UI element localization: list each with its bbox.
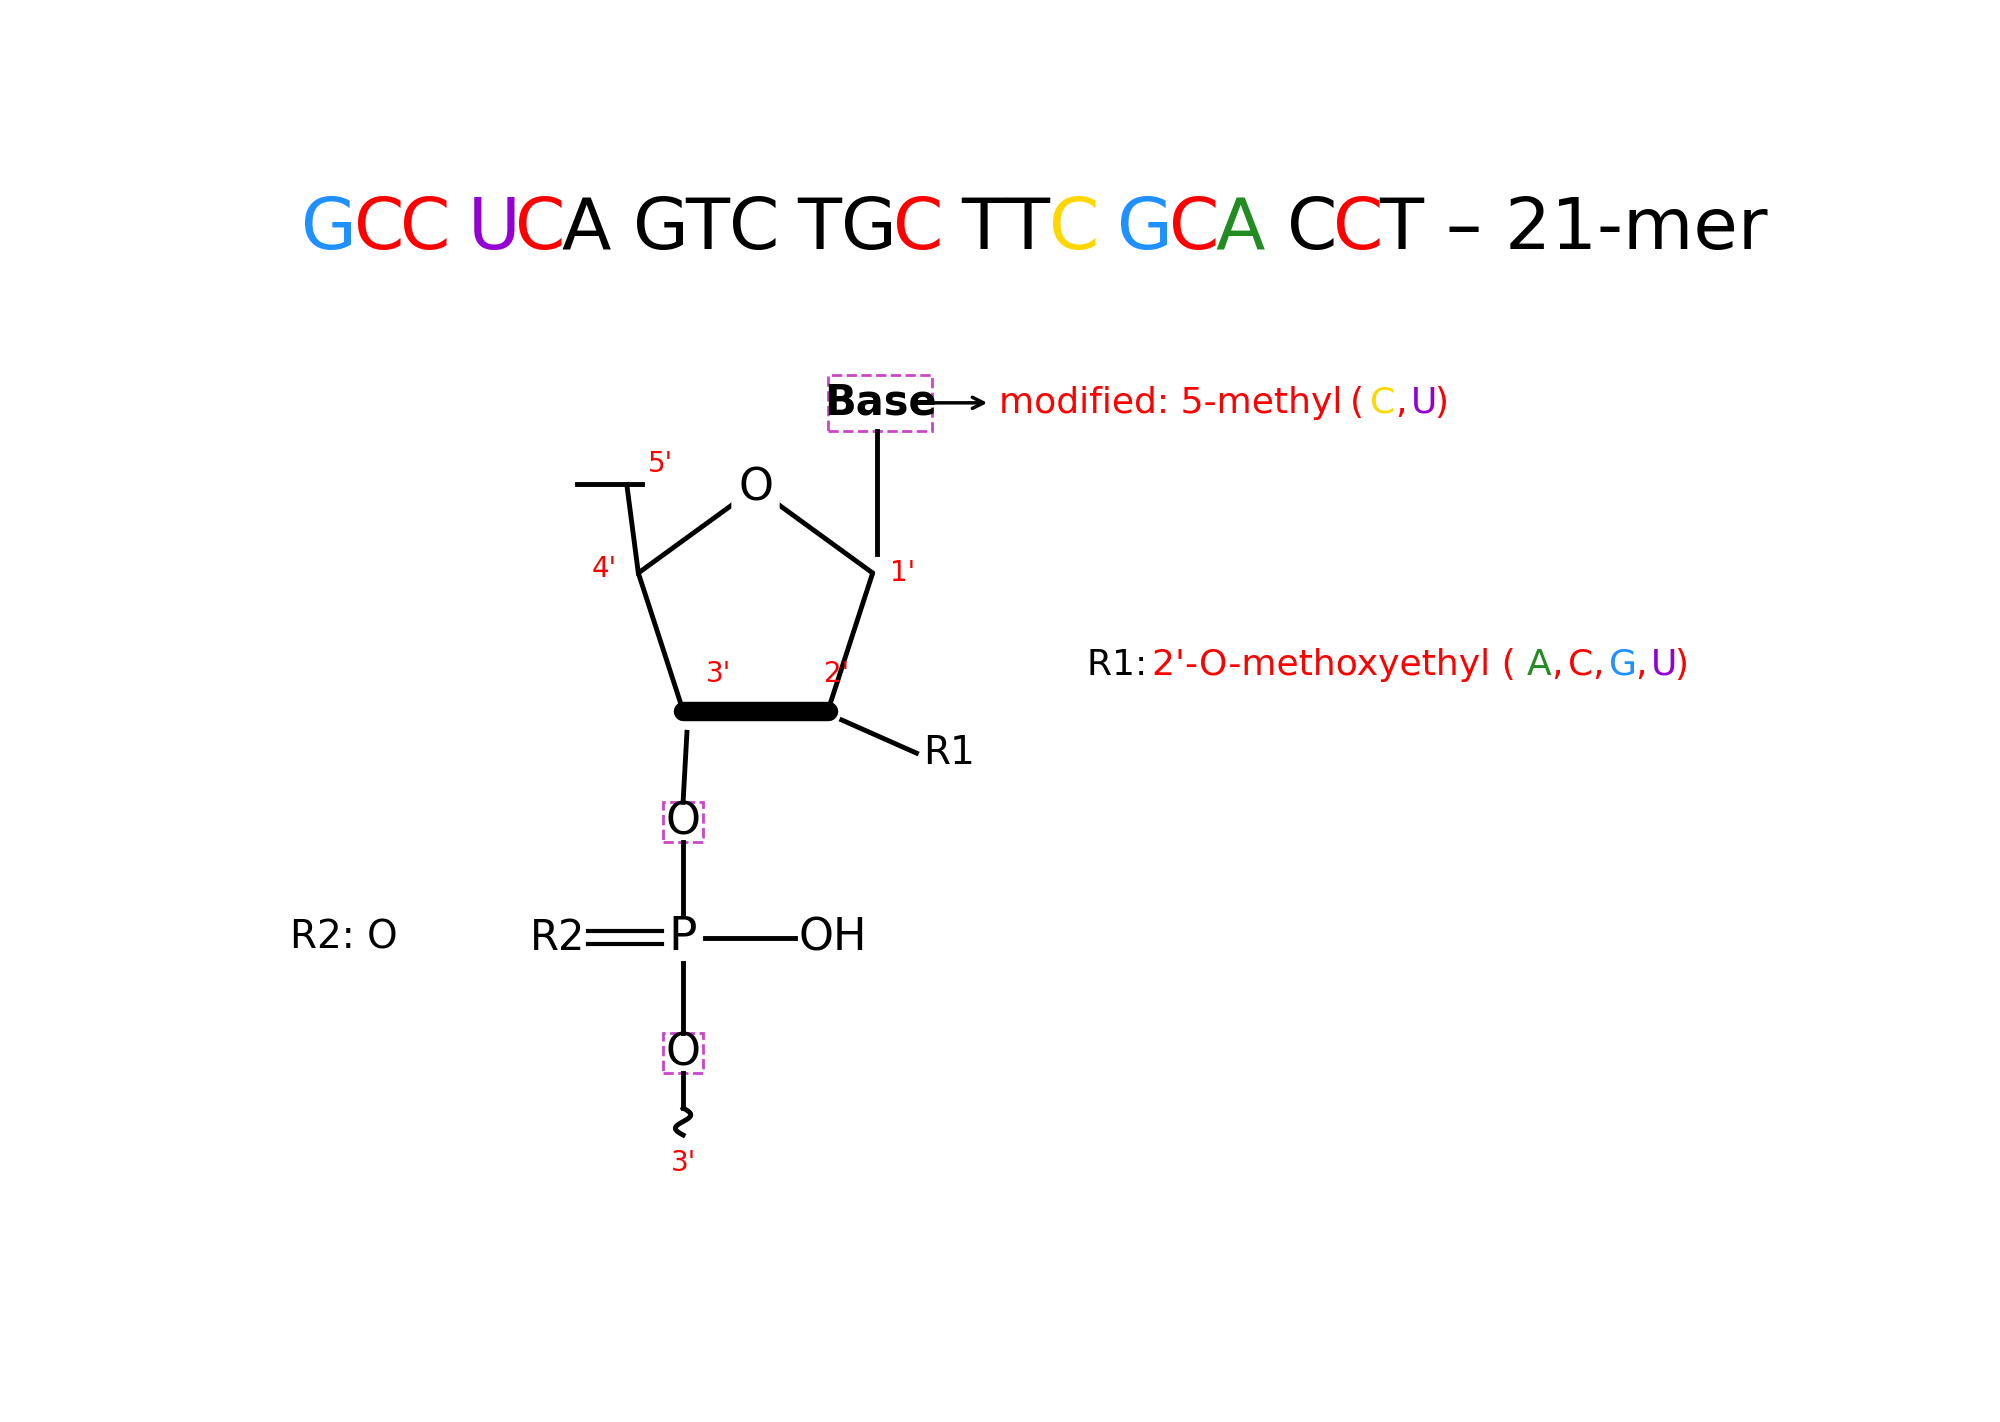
Text: U: U: [468, 195, 520, 264]
Text: ,: ,: [1592, 648, 1604, 683]
Text: G: G: [302, 195, 358, 264]
Text: 3': 3': [706, 660, 732, 688]
Text: 1': 1': [890, 559, 914, 587]
Text: 4': 4': [592, 555, 616, 583]
Text: C: C: [354, 195, 404, 264]
Text: G: G: [1116, 195, 1172, 264]
Text: C: C: [730, 195, 780, 264]
Text: 2': 2': [824, 660, 850, 688]
Text: modified: 5-methyl: modified: 5-methyl: [1000, 385, 1354, 419]
Text: ,: ,: [1634, 648, 1646, 683]
Text: U: U: [1412, 385, 1438, 419]
Text: ): ): [1434, 385, 1448, 419]
Text: C: C: [1332, 195, 1384, 264]
Text: U: U: [1652, 648, 1678, 683]
Text: C: C: [894, 195, 944, 264]
Text: A: A: [562, 195, 610, 264]
FancyBboxPatch shape: [664, 802, 704, 842]
Text: T: T: [1004, 195, 1048, 264]
Text: R1:: R1:: [1086, 648, 1158, 683]
Text: O: O: [666, 801, 700, 843]
Text: ,: ,: [1552, 648, 1564, 683]
Text: C: C: [1048, 195, 1100, 264]
Text: C: C: [516, 195, 566, 264]
FancyBboxPatch shape: [664, 1034, 704, 1074]
Text: O: O: [738, 466, 774, 509]
FancyBboxPatch shape: [828, 375, 932, 431]
Text: O: O: [666, 1032, 700, 1075]
Text: C: C: [1370, 385, 1396, 419]
Text: C: C: [1286, 195, 1338, 264]
Text: 2'-O-methoxyethyl (: 2'-O-methoxyethyl (: [1152, 648, 1516, 683]
Text: – 21-mer: – 21-mer: [1424, 195, 1768, 264]
Text: ,: ,: [1396, 385, 1406, 419]
Text: G: G: [1608, 648, 1636, 683]
Text: A: A: [1528, 648, 1552, 683]
Text: C: C: [1168, 195, 1220, 264]
Text: T: T: [1380, 195, 1424, 264]
Text: Base: Base: [824, 383, 936, 424]
Text: C: C: [1568, 648, 1594, 683]
Text: R1: R1: [922, 734, 974, 772]
Text: A: A: [1216, 195, 1264, 264]
Text: 5': 5': [648, 451, 674, 478]
Text: T: T: [686, 195, 730, 264]
Text: R2: R2: [530, 917, 586, 958]
Text: G: G: [840, 195, 896, 264]
Text: C: C: [400, 195, 450, 264]
Text: T: T: [798, 195, 842, 264]
Text: T: T: [962, 195, 1006, 264]
Text: 3': 3': [670, 1149, 696, 1177]
Text: P: P: [668, 916, 698, 960]
Text: R2: O: R2: O: [290, 919, 398, 957]
Text: OH: OH: [798, 916, 868, 960]
Text: G: G: [634, 195, 688, 264]
Text: ): ): [1674, 648, 1688, 683]
Text: (: (: [1350, 385, 1364, 419]
